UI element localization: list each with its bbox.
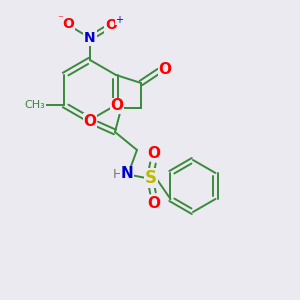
Text: O: O	[158, 61, 172, 76]
Text: O: O	[62, 17, 74, 31]
Text: N: N	[121, 167, 134, 182]
Text: +: +	[115, 15, 123, 25]
Text: CH₃: CH₃	[25, 100, 45, 110]
Text: ⁻: ⁻	[57, 14, 63, 24]
Text: O: O	[148, 196, 160, 211]
Text: O: O	[110, 98, 124, 113]
Text: S: S	[145, 169, 157, 187]
Text: O: O	[105, 18, 117, 32]
Text: O: O	[148, 146, 160, 160]
Text: H: H	[112, 167, 122, 181]
Text: O: O	[83, 113, 97, 128]
Text: N: N	[84, 31, 96, 45]
